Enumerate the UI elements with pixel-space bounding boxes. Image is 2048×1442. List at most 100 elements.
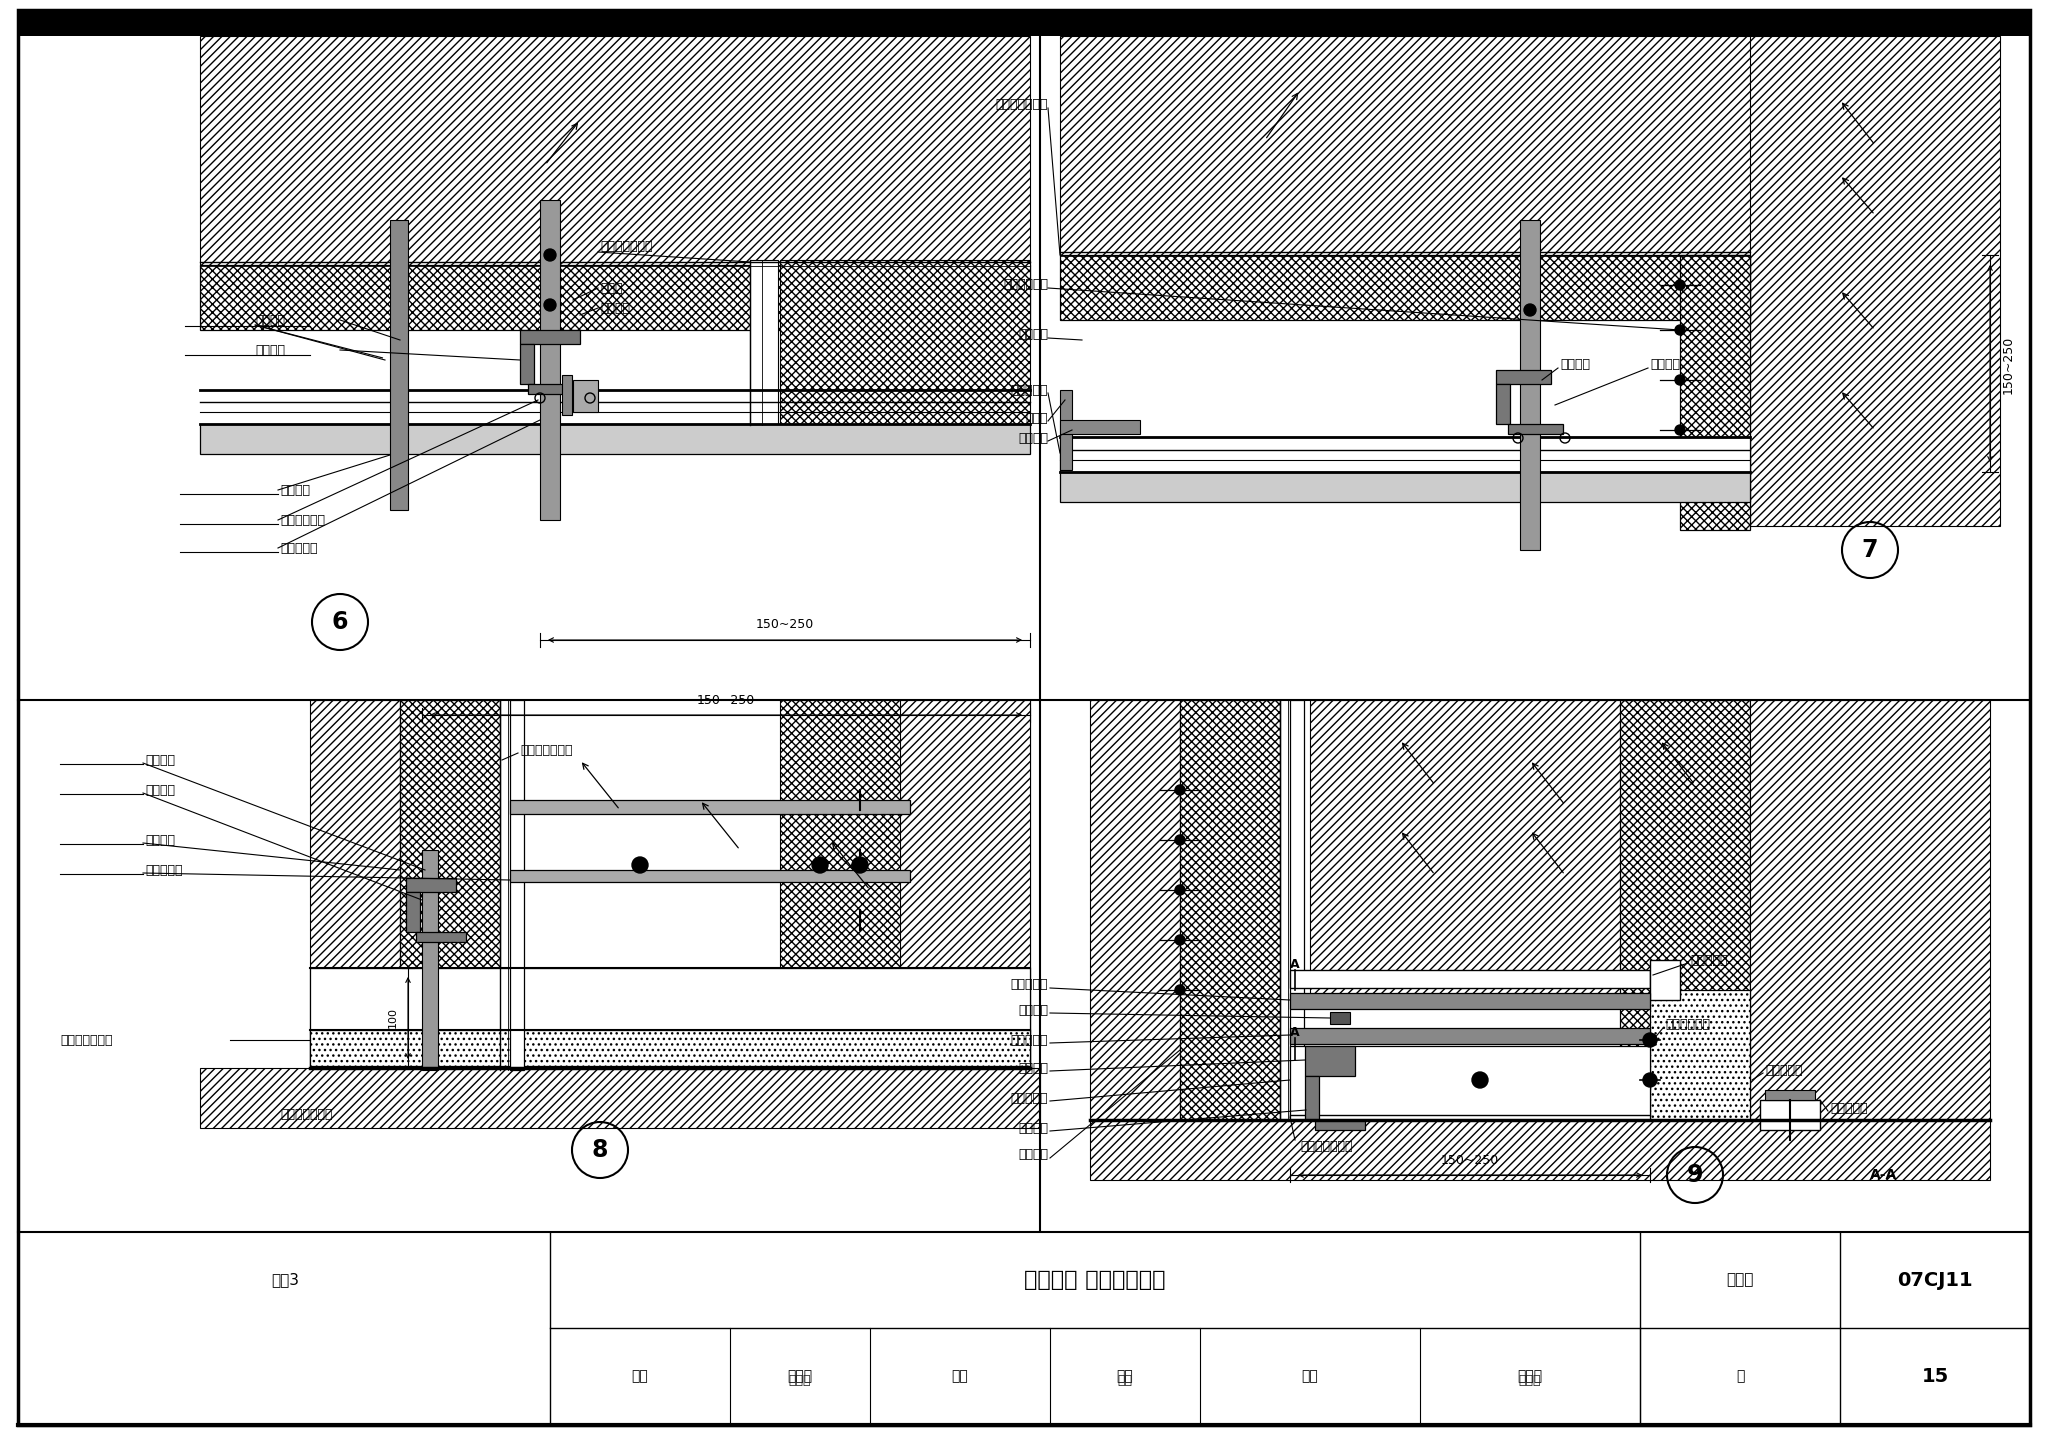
Bar bbox=[1311, 699, 1749, 999]
Bar bbox=[1749, 699, 1991, 1120]
Bar bbox=[1507, 424, 1563, 434]
Bar bbox=[528, 384, 588, 394]
Text: 潘志兵: 潘志兵 bbox=[786, 1368, 813, 1383]
Bar bbox=[406, 878, 457, 893]
Circle shape bbox=[545, 298, 555, 311]
Text: 铝质立柱: 铝质立柱 bbox=[256, 313, 285, 326]
Text: 潘志兵: 潘志兵 bbox=[788, 1374, 811, 1387]
Circle shape bbox=[1675, 324, 1686, 335]
Text: 上横边型材: 上横边型材 bbox=[1010, 1034, 1049, 1047]
Bar bbox=[780, 699, 1030, 1070]
Bar bbox=[520, 330, 580, 345]
Text: 铝塑复合板: 铝塑复合板 bbox=[1010, 384, 1049, 397]
Bar bbox=[561, 375, 571, 415]
Bar bbox=[1290, 994, 1651, 1009]
Circle shape bbox=[1675, 375, 1686, 385]
Circle shape bbox=[811, 857, 827, 872]
Text: 保温材料: 保温材料 bbox=[281, 483, 309, 496]
Circle shape bbox=[545, 249, 555, 261]
Bar bbox=[1061, 420, 1141, 434]
Bar bbox=[406, 893, 420, 932]
Bar bbox=[1329, 1012, 1350, 1024]
Text: 弹性垫片: 弹性垫片 bbox=[1018, 1004, 1049, 1017]
Text: 保温材料: 保温材料 bbox=[1018, 1148, 1049, 1161]
Circle shape bbox=[633, 857, 647, 872]
Text: 校对: 校对 bbox=[952, 1368, 969, 1383]
Text: 张华荣: 张华荣 bbox=[1518, 1368, 1542, 1383]
Bar bbox=[1651, 991, 1749, 1120]
Bar bbox=[899, 699, 1030, 1070]
Text: 页: 页 bbox=[1737, 1368, 1745, 1383]
Text: 审核: 审核 bbox=[631, 1368, 649, 1383]
Bar bbox=[510, 800, 909, 813]
Bar bbox=[1620, 699, 1749, 1120]
Text: 铝塑复合板: 铝塑复合板 bbox=[145, 864, 182, 877]
Bar bbox=[1061, 36, 1849, 257]
Circle shape bbox=[1176, 835, 1186, 845]
Bar bbox=[750, 260, 778, 425]
Text: 铝塑复合板: 铝塑复合板 bbox=[1010, 1092, 1049, 1105]
Text: A: A bbox=[1290, 1025, 1300, 1038]
Bar bbox=[1679, 255, 1749, 531]
Text: 铝质支座: 铝质支座 bbox=[145, 783, 174, 796]
Text: 铝塑复合板: 铝塑复合板 bbox=[281, 542, 317, 555]
Text: 防风防水透气膜: 防风防水透气膜 bbox=[1300, 1141, 1352, 1154]
Text: 下部铝质网孔板: 下部铝质网孔板 bbox=[59, 1034, 113, 1047]
Text: 专用膨胀螺钉: 专用膨胀螺钉 bbox=[1665, 1018, 1710, 1031]
Circle shape bbox=[1642, 1073, 1657, 1087]
Bar bbox=[780, 260, 1030, 425]
Bar bbox=[201, 424, 1030, 454]
Bar bbox=[1495, 371, 1550, 384]
Text: 专用膨胀螺钉: 专用膨胀螺钉 bbox=[281, 513, 326, 526]
FancyArrow shape bbox=[256, 324, 383, 358]
Text: 专用膨胀螺钉: 专用膨胀螺钉 bbox=[1004, 278, 1049, 291]
Text: 防风防水透气膜: 防风防水透气膜 bbox=[995, 98, 1049, 111]
Text: 铝质支座: 铝质支座 bbox=[1651, 359, 1679, 372]
Bar bbox=[201, 36, 1030, 265]
Bar bbox=[1061, 389, 1071, 470]
Text: 保温材料: 保温材料 bbox=[145, 833, 174, 846]
Circle shape bbox=[1176, 985, 1186, 995]
Bar bbox=[309, 699, 399, 1070]
Text: 排水槽龙骨: 排水槽龙骨 bbox=[1831, 1102, 1868, 1115]
Text: 07CJ11: 07CJ11 bbox=[1896, 1270, 1972, 1289]
Text: 保温材料: 保温材料 bbox=[1018, 329, 1049, 342]
Text: 铝质立柱: 铝质立柱 bbox=[1561, 359, 1589, 372]
Text: 排水槽龙骨: 排水槽龙骨 bbox=[1690, 953, 1729, 966]
Text: 防风防水透气膜: 防风防水透气膜 bbox=[520, 744, 573, 757]
Circle shape bbox=[1675, 425, 1686, 435]
Bar bbox=[510, 699, 524, 1070]
Bar bbox=[399, 699, 500, 1070]
Text: 散水见具体工程: 散水见具体工程 bbox=[281, 1109, 332, 1122]
Text: 结构胶: 结构胶 bbox=[1026, 411, 1049, 424]
Text: 铝质立柱: 铝质立柱 bbox=[145, 754, 174, 767]
Bar bbox=[309, 968, 1030, 1069]
Bar bbox=[510, 870, 909, 883]
Bar bbox=[18, 10, 2030, 32]
Bar bbox=[1315, 1120, 1366, 1131]
Text: 铝质支座: 铝质支座 bbox=[1018, 1061, 1049, 1074]
Bar bbox=[1651, 960, 1679, 999]
Bar bbox=[1765, 1090, 1815, 1100]
Bar bbox=[520, 345, 535, 384]
Bar bbox=[1061, 437, 1749, 472]
Text: 150~250: 150~250 bbox=[1442, 1155, 1499, 1168]
Text: 8: 8 bbox=[592, 1138, 608, 1162]
Text: 防风防水透气膜: 防风防水透气膜 bbox=[600, 241, 653, 254]
Text: 张华荣: 张华荣 bbox=[1520, 1374, 1542, 1387]
Text: 设计: 设计 bbox=[1303, 1368, 1319, 1383]
Text: 100: 100 bbox=[387, 1008, 397, 1028]
Text: A-A: A-A bbox=[1870, 1168, 1896, 1182]
Text: 铝质立柱: 铝质立柱 bbox=[1018, 1122, 1049, 1135]
Bar bbox=[1520, 221, 1540, 549]
Bar bbox=[18, 32, 2030, 36]
Text: 150~250: 150~250 bbox=[2001, 336, 2015, 394]
Text: 结构胶: 结构胶 bbox=[600, 281, 623, 294]
Text: 图集号: 图集号 bbox=[1726, 1272, 1753, 1288]
Bar bbox=[1061, 255, 1749, 320]
Text: 加强角铝: 加强角铝 bbox=[600, 301, 631, 314]
Text: 6: 6 bbox=[332, 610, 348, 634]
Text: 刘瑶: 刘瑶 bbox=[1116, 1368, 1133, 1383]
Circle shape bbox=[852, 857, 868, 872]
Bar bbox=[1290, 699, 1305, 1120]
